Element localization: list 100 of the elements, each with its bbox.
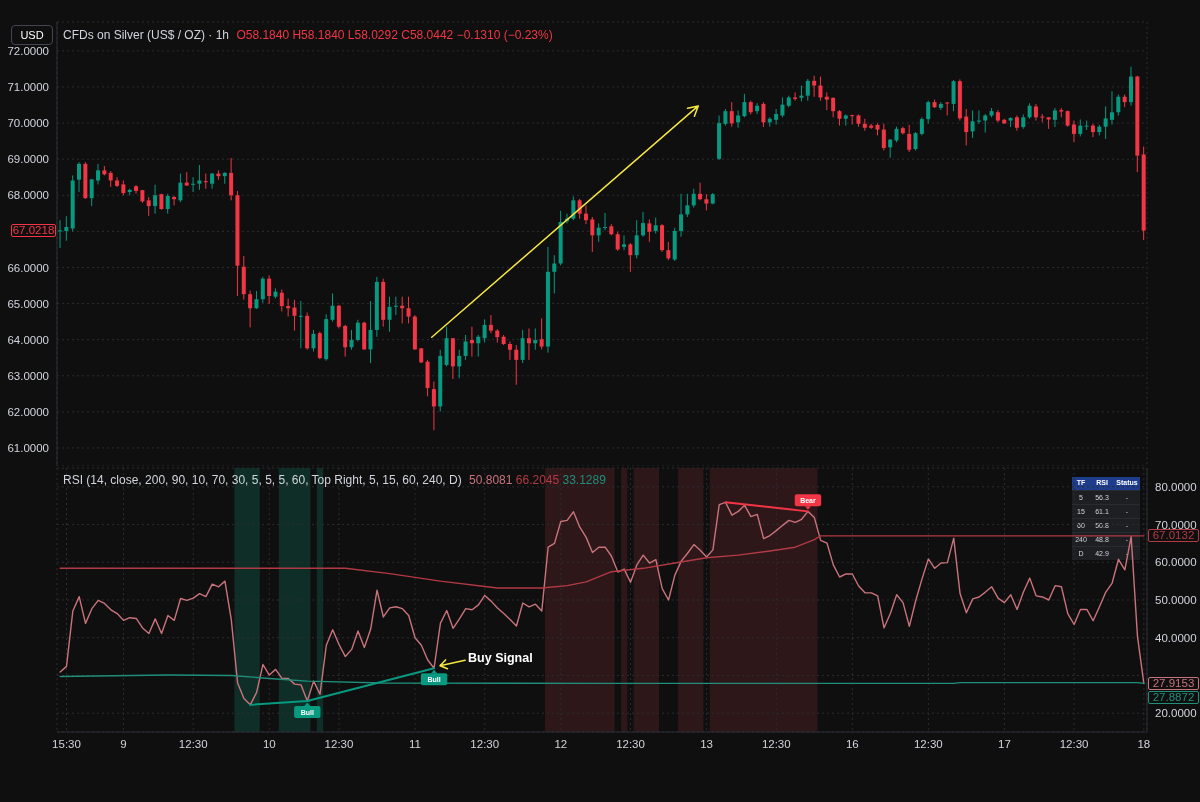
- candlestick: [913, 131, 918, 152]
- candlestick: [742, 93, 747, 118]
- y-tick-label: 70.0000: [1155, 518, 1197, 531]
- candlestick: [1103, 105, 1108, 140]
- x-tick-label: 15:30: [52, 738, 81, 751]
- line-series: [59, 501, 1145, 706]
- candlestick: [539, 317, 544, 350]
- candlestick: [457, 349, 462, 379]
- x-tick-label: 12: [554, 738, 568, 751]
- candlestick: [77, 161, 82, 193]
- line-series: [59, 674, 1145, 685]
- candlestick: [1109, 90, 1114, 126]
- y-axis-title: USD: [20, 29, 44, 41]
- candlestick: [945, 101, 950, 116]
- candlestick: [514, 344, 519, 386]
- candlestick: [254, 290, 259, 310]
- y-tick-label: 40.0000: [1155, 631, 1197, 644]
- price-tag: 67.0218: [11, 224, 56, 238]
- candlestick: [919, 116, 924, 136]
- candlestick: [203, 173, 208, 190]
- candlestick: [197, 164, 202, 191]
- candlestick: [888, 138, 893, 159]
- candlestick: [1071, 120, 1076, 143]
- y-tick-label: 71.0000: [7, 81, 49, 94]
- candlestick: [343, 324, 348, 358]
- candlestick: [926, 100, 931, 125]
- candlestick: [482, 318, 487, 344]
- candlestick: [761, 101, 766, 128]
- candlestick: [850, 114, 855, 126]
- y-tick-label: 60.0000: [1155, 556, 1197, 569]
- candlestick: [596, 222, 601, 243]
- text: O58.1840 H58.1840 L58.0292 C58.0442 −0.1310 (−0.23%): [236, 28, 553, 42]
- line-series: [59, 535, 1145, 589]
- candlestick: [793, 91, 798, 102]
- x-tick-label: 12:30: [1059, 738, 1089, 751]
- candlestick: [520, 329, 525, 364]
- candlestick: [1090, 123, 1095, 138]
- candlestick: [755, 102, 760, 115]
- candlestick: [393, 296, 398, 316]
- y-tick-label: 64.0000: [7, 333, 49, 346]
- candlestick: [229, 157, 234, 201]
- candlestick: [248, 290, 253, 328]
- x-tick-label: 12:30: [913, 738, 943, 751]
- candlestick: [153, 184, 158, 215]
- candlestick: [260, 276, 265, 304]
- candlestick: [583, 204, 588, 225]
- x-tick-label: 12:30: [761, 738, 791, 751]
- y-tick-label: 70.0000: [7, 117, 49, 130]
- chart-title: RSI (14, close, 200, 90, 10, 70, 30, 5, 5, 5, 60, Top Right, 5, 15, 60, 240, D): [63, 473, 462, 487]
- candlestick: [552, 254, 557, 294]
- candlestick: [476, 334, 481, 358]
- y-tick-label: 80.0000: [1155, 480, 1197, 493]
- candlestick: [488, 314, 493, 334]
- candlestick: [698, 182, 703, 201]
- candlestick: [292, 299, 297, 332]
- data-label: 67.0132: [1152, 529, 1195, 542]
- x-tick-label: 9: [120, 738, 127, 751]
- y-tick-label: 72.0000: [7, 44, 49, 57]
- text: CFDs on Silver (US$ / OZ) · 1h: [63, 28, 230, 42]
- candlestick: [685, 193, 690, 218]
- candlestick: [818, 76, 823, 102]
- y-tick-label: 61.0000: [7, 442, 49, 455]
- y-tick-label: 62.0000: [7, 405, 49, 418]
- candlestick: [96, 163, 101, 185]
- candlestick: [641, 211, 646, 238]
- x-tick-label: 12:30: [470, 738, 500, 751]
- candlestick: [622, 234, 627, 251]
- candlestick: [774, 108, 779, 126]
- candlestick: [647, 218, 652, 243]
- candlestick: [1116, 94, 1121, 116]
- x-tick-label: 13: [700, 738, 713, 751]
- candlestick: [976, 109, 981, 125]
- x-tick-label: 18: [1137, 738, 1151, 751]
- candlestick: [983, 113, 988, 133]
- data-label: 27.8872: [1152, 690, 1195, 703]
- candlestick: [526, 327, 531, 361]
- candlestick: [146, 196, 151, 217]
- candlestick: [691, 188, 696, 209]
- y-tick-label: 69.0000: [7, 153, 49, 166]
- currency-box: USD: [11, 25, 53, 45]
- candlestick: [970, 109, 975, 139]
- candlestick: [881, 123, 886, 152]
- y-tick-label: 20.0000: [1155, 707, 1197, 720]
- candlestick: [812, 75, 817, 98]
- candlestick: [58, 219, 62, 249]
- candlestick: [780, 96, 785, 118]
- candlestick: [463, 334, 468, 361]
- y-tick-label: 63.0000: [7, 369, 49, 382]
- chart-subtitle: 50.8081 66.2045 33.1289: [469, 473, 606, 487]
- candlestick: [406, 296, 411, 324]
- candlestick: [191, 176, 196, 193]
- x-tick-label: 12:30: [616, 738, 645, 751]
- candlestick: [165, 193, 170, 215]
- price-tag: 27.9153: [1148, 676, 1199, 690]
- candlestick: [267, 274, 272, 305]
- candlestick: [590, 216, 595, 253]
- x-tick-label: 11: [409, 738, 422, 751]
- annotation: Buy Signal: [468, 651, 533, 666]
- candlestick: [615, 231, 620, 252]
- x-tick-label: 12:30: [178, 738, 208, 751]
